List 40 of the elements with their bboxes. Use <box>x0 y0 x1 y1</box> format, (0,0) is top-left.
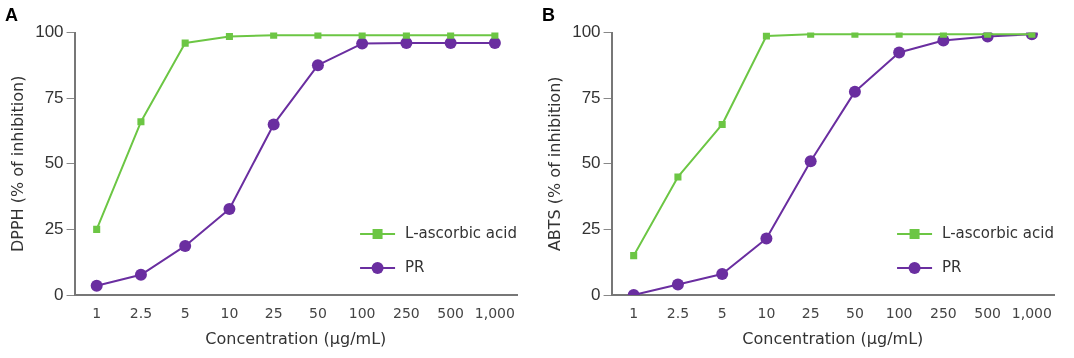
y-tick-label: 0 <box>591 284 601 304</box>
x-tick-label: 100 <box>348 305 376 322</box>
x-axis-title: Concentration (μg/mL) <box>205 328 387 348</box>
x-tick-label: 1,000 <box>474 305 515 322</box>
y-tick-label: 0 <box>54 284 64 304</box>
y-tick-label: 75 <box>44 87 64 107</box>
x-tick-label: 1,000 <box>1011 305 1052 322</box>
y-tick-label: 100 <box>572 22 601 42</box>
y-tick-label: 50 <box>581 153 601 173</box>
y-tick-label: 75 <box>581 87 601 107</box>
x-tick-label: 250 <box>393 305 420 322</box>
legend-label: L-ascorbic acid <box>942 223 1054 242</box>
chart-title: A <box>5 4 18 25</box>
legend-label: L-ascorbic acid <box>405 223 517 242</box>
x-tick-label: 50 <box>845 305 864 322</box>
x-tick-label: 50 <box>308 305 327 322</box>
x-tick-label: 5 <box>180 305 190 322</box>
x-tick-label: 250 <box>930 305 957 322</box>
x-tick-label: 1 <box>92 305 102 322</box>
legend-label: PR <box>942 257 962 276</box>
x-tick-label: 10 <box>220 305 239 322</box>
chart-title: B <box>542 4 555 25</box>
x-tick-label: 100 <box>885 305 913 322</box>
x-tick-label: 25 <box>264 305 283 322</box>
x-tick-label: 2.5 <box>129 305 153 322</box>
y-tick-label: 100 <box>35 22 64 42</box>
legend-label: PR <box>405 257 425 276</box>
x-tick-label: 500 <box>437 305 464 322</box>
x-tick-label: 500 <box>974 305 1001 322</box>
y-tick-label: 25 <box>44 219 64 239</box>
x-tick-label: 2.5 <box>666 305 690 322</box>
y-axis-title: ABTS (% of inhibition) <box>544 76 564 252</box>
x-axis-title: Concentration (μg/mL) <box>742 328 924 348</box>
x-tick-label: 10 <box>757 305 776 322</box>
y-axis-title: DPPH (% of inhibition) <box>7 75 27 253</box>
x-tick-label: 5 <box>717 305 727 322</box>
x-tick-label: 25 <box>801 305 820 322</box>
y-tick-label: 25 <box>581 219 601 239</box>
x-tick-label: 1 <box>629 305 639 322</box>
y-tick-label: 50 <box>44 153 64 173</box>
